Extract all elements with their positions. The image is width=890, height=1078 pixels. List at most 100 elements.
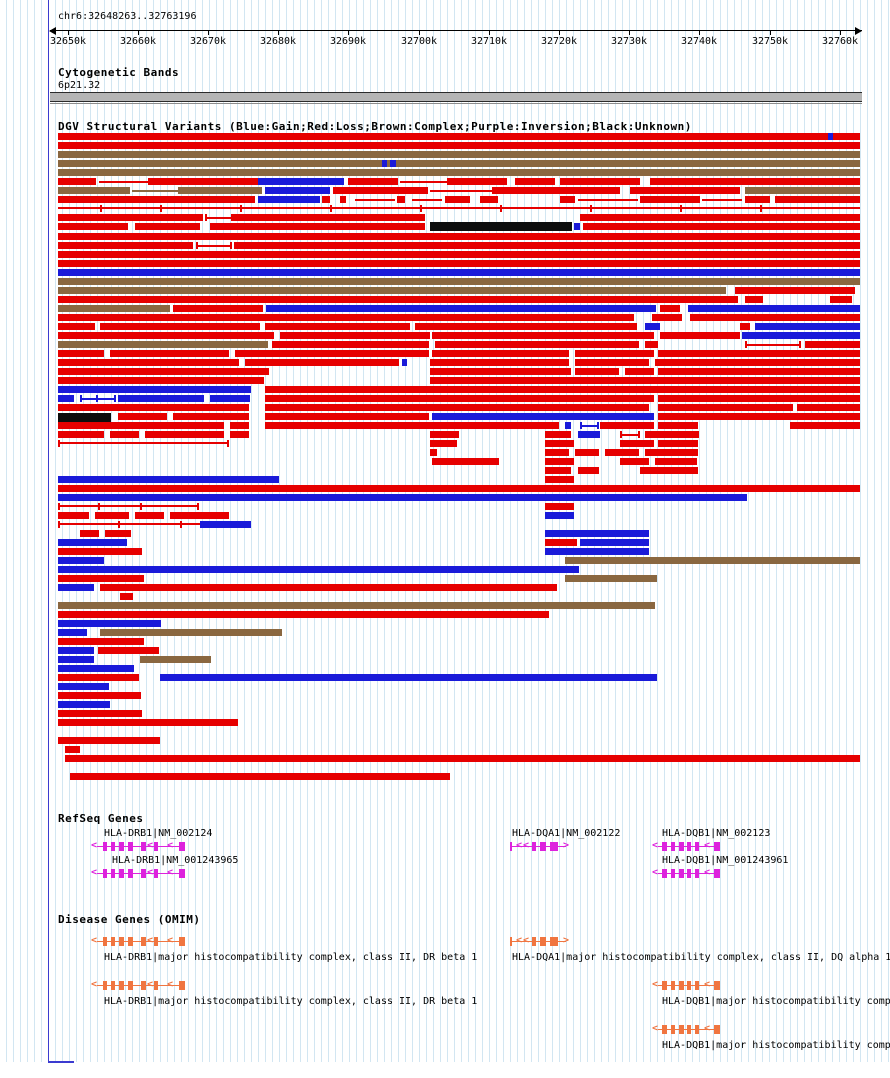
variant-bar[interactable]	[258, 178, 344, 185]
variant-bar[interactable]	[620, 434, 640, 436]
variant-bar[interactable]	[432, 350, 569, 357]
variant-bar[interactable]	[58, 332, 274, 339]
variant-bar[interactable]	[480, 196, 498, 203]
variant-bar[interactable]	[240, 205, 242, 212]
variant-bar[interactable]	[99, 181, 148, 183]
variant-bar[interactable]	[597, 422, 599, 429]
variant-bar[interactable]	[420, 205, 422, 212]
variant-bar[interactable]	[545, 548, 649, 555]
variant-bar[interactable]	[500, 205, 502, 212]
variant-bar[interactable]	[658, 368, 860, 375]
variant-bar[interactable]	[545, 539, 577, 546]
ruler-left-arrow-icon[interactable]	[49, 27, 56, 35]
variant-bar[interactable]	[430, 368, 571, 375]
variant-bar[interactable]	[430, 440, 457, 447]
variant-bar[interactable]	[58, 494, 747, 501]
variant-bar[interactable]	[58, 505, 199, 507]
variant-bar[interactable]	[148, 178, 258, 185]
variant-bar[interactable]	[230, 242, 232, 249]
variant-bar[interactable]	[58, 719, 238, 726]
variant-bar[interactable]	[333, 187, 428, 194]
gene-glyph[interactable]: < < >	[510, 840, 569, 853]
variant-bar[interactable]	[630, 187, 740, 194]
variant-bar[interactable]	[58, 305, 170, 312]
variant-bar[interactable]	[760, 205, 762, 212]
gene-glyph[interactable]: < < <	[91, 840, 185, 853]
variant-bar[interactable]	[565, 422, 571, 429]
variant-bar[interactable]	[690, 314, 860, 321]
gene-glyph[interactable]: < < <	[91, 935, 185, 948]
variant-bar[interactable]	[118, 395, 204, 402]
variant-bar[interactable]	[96, 395, 98, 402]
variant-bar[interactable]	[118, 521, 120, 528]
variant-bar[interactable]	[578, 467, 599, 474]
variant-bar[interactable]	[415, 323, 637, 330]
variant-bar[interactable]	[58, 151, 860, 158]
variant-bar[interactable]	[265, 422, 559, 429]
variant-bar[interactable]	[58, 133, 860, 140]
variant-bar[interactable]	[265, 323, 410, 330]
variant-bar[interactable]	[100, 629, 282, 636]
variant-bar[interactable]	[545, 467, 571, 474]
variant-bar[interactable]	[98, 647, 159, 654]
variant-bar[interactable]	[58, 629, 87, 636]
variant-bar[interactable]	[120, 593, 133, 600]
variant-bar[interactable]	[58, 377, 264, 384]
variant-bar[interactable]	[58, 647, 94, 654]
variant-bar[interactable]	[58, 521, 60, 528]
variant-bar[interactable]	[233, 214, 425, 221]
variant-bar[interactable]	[799, 341, 801, 348]
cytoband-bar[interactable]	[50, 92, 862, 102]
variant-bar[interactable]	[265, 386, 860, 393]
variant-bar[interactable]	[578, 199, 638, 201]
variant-bar[interactable]	[445, 196, 470, 203]
variant-bar[interactable]	[58, 214, 203, 221]
variant-bar[interactable]	[65, 755, 860, 762]
variant-bar[interactable]	[580, 422, 582, 429]
variant-bar[interactable]	[160, 674, 657, 681]
variant-bar[interactable]	[265, 413, 429, 420]
variant-bar[interactable]	[545, 449, 569, 456]
variant-bar[interactable]	[58, 196, 255, 203]
variant-bar[interactable]	[565, 575, 657, 582]
variant-bar[interactable]	[432, 332, 654, 339]
variant-bar[interactable]	[58, 386, 251, 393]
variant-bar[interactable]	[58, 638, 144, 645]
variant-bar[interactable]	[58, 341, 268, 348]
variant-bar[interactable]	[575, 449, 599, 456]
variant-bar[interactable]	[620, 458, 649, 465]
variant-bar[interactable]	[272, 341, 429, 348]
variant-bar[interactable]	[745, 296, 763, 303]
variant-bar[interactable]	[745, 187, 860, 194]
variant-bar[interactable]	[210, 395, 250, 402]
variant-bar[interactable]	[118, 413, 167, 420]
variant-bar[interactable]	[110, 431, 139, 438]
variant-bar[interactable]	[58, 602, 655, 609]
variant-bar[interactable]	[740, 323, 750, 330]
variant-bar[interactable]	[688, 305, 860, 312]
variant-bar[interactable]	[58, 269, 860, 276]
variant-bar[interactable]	[830, 296, 852, 303]
variant-bar[interactable]	[797, 404, 860, 411]
variant-bar[interactable]	[382, 160, 387, 167]
variant-bar[interactable]	[640, 467, 698, 474]
variant-bar[interactable]	[231, 214, 233, 221]
variant-bar[interactable]	[545, 431, 571, 438]
variant-bar[interactable]	[658, 404, 793, 411]
variant-bar[interactable]	[58, 223, 128, 230]
variant-bar[interactable]	[575, 350, 654, 357]
variant-bar[interactable]	[745, 344, 801, 346]
variant-bar[interactable]	[655, 359, 860, 366]
variant-bar[interactable]	[70, 773, 450, 780]
variant-bar[interactable]	[600, 422, 654, 429]
variant-bar[interactable]	[173, 413, 249, 420]
variant-bar[interactable]	[170, 512, 229, 519]
variant-bar[interactable]	[580, 214, 860, 221]
variant-bar[interactable]	[322, 196, 330, 203]
variant-bar[interactable]	[105, 530, 131, 537]
variant-bar[interactable]	[58, 350, 104, 357]
variant-bar[interactable]	[58, 485, 860, 492]
variant-bar[interactable]	[58, 413, 111, 422]
variant-bar[interactable]	[58, 187, 130, 194]
variant-bar[interactable]	[775, 196, 860, 203]
